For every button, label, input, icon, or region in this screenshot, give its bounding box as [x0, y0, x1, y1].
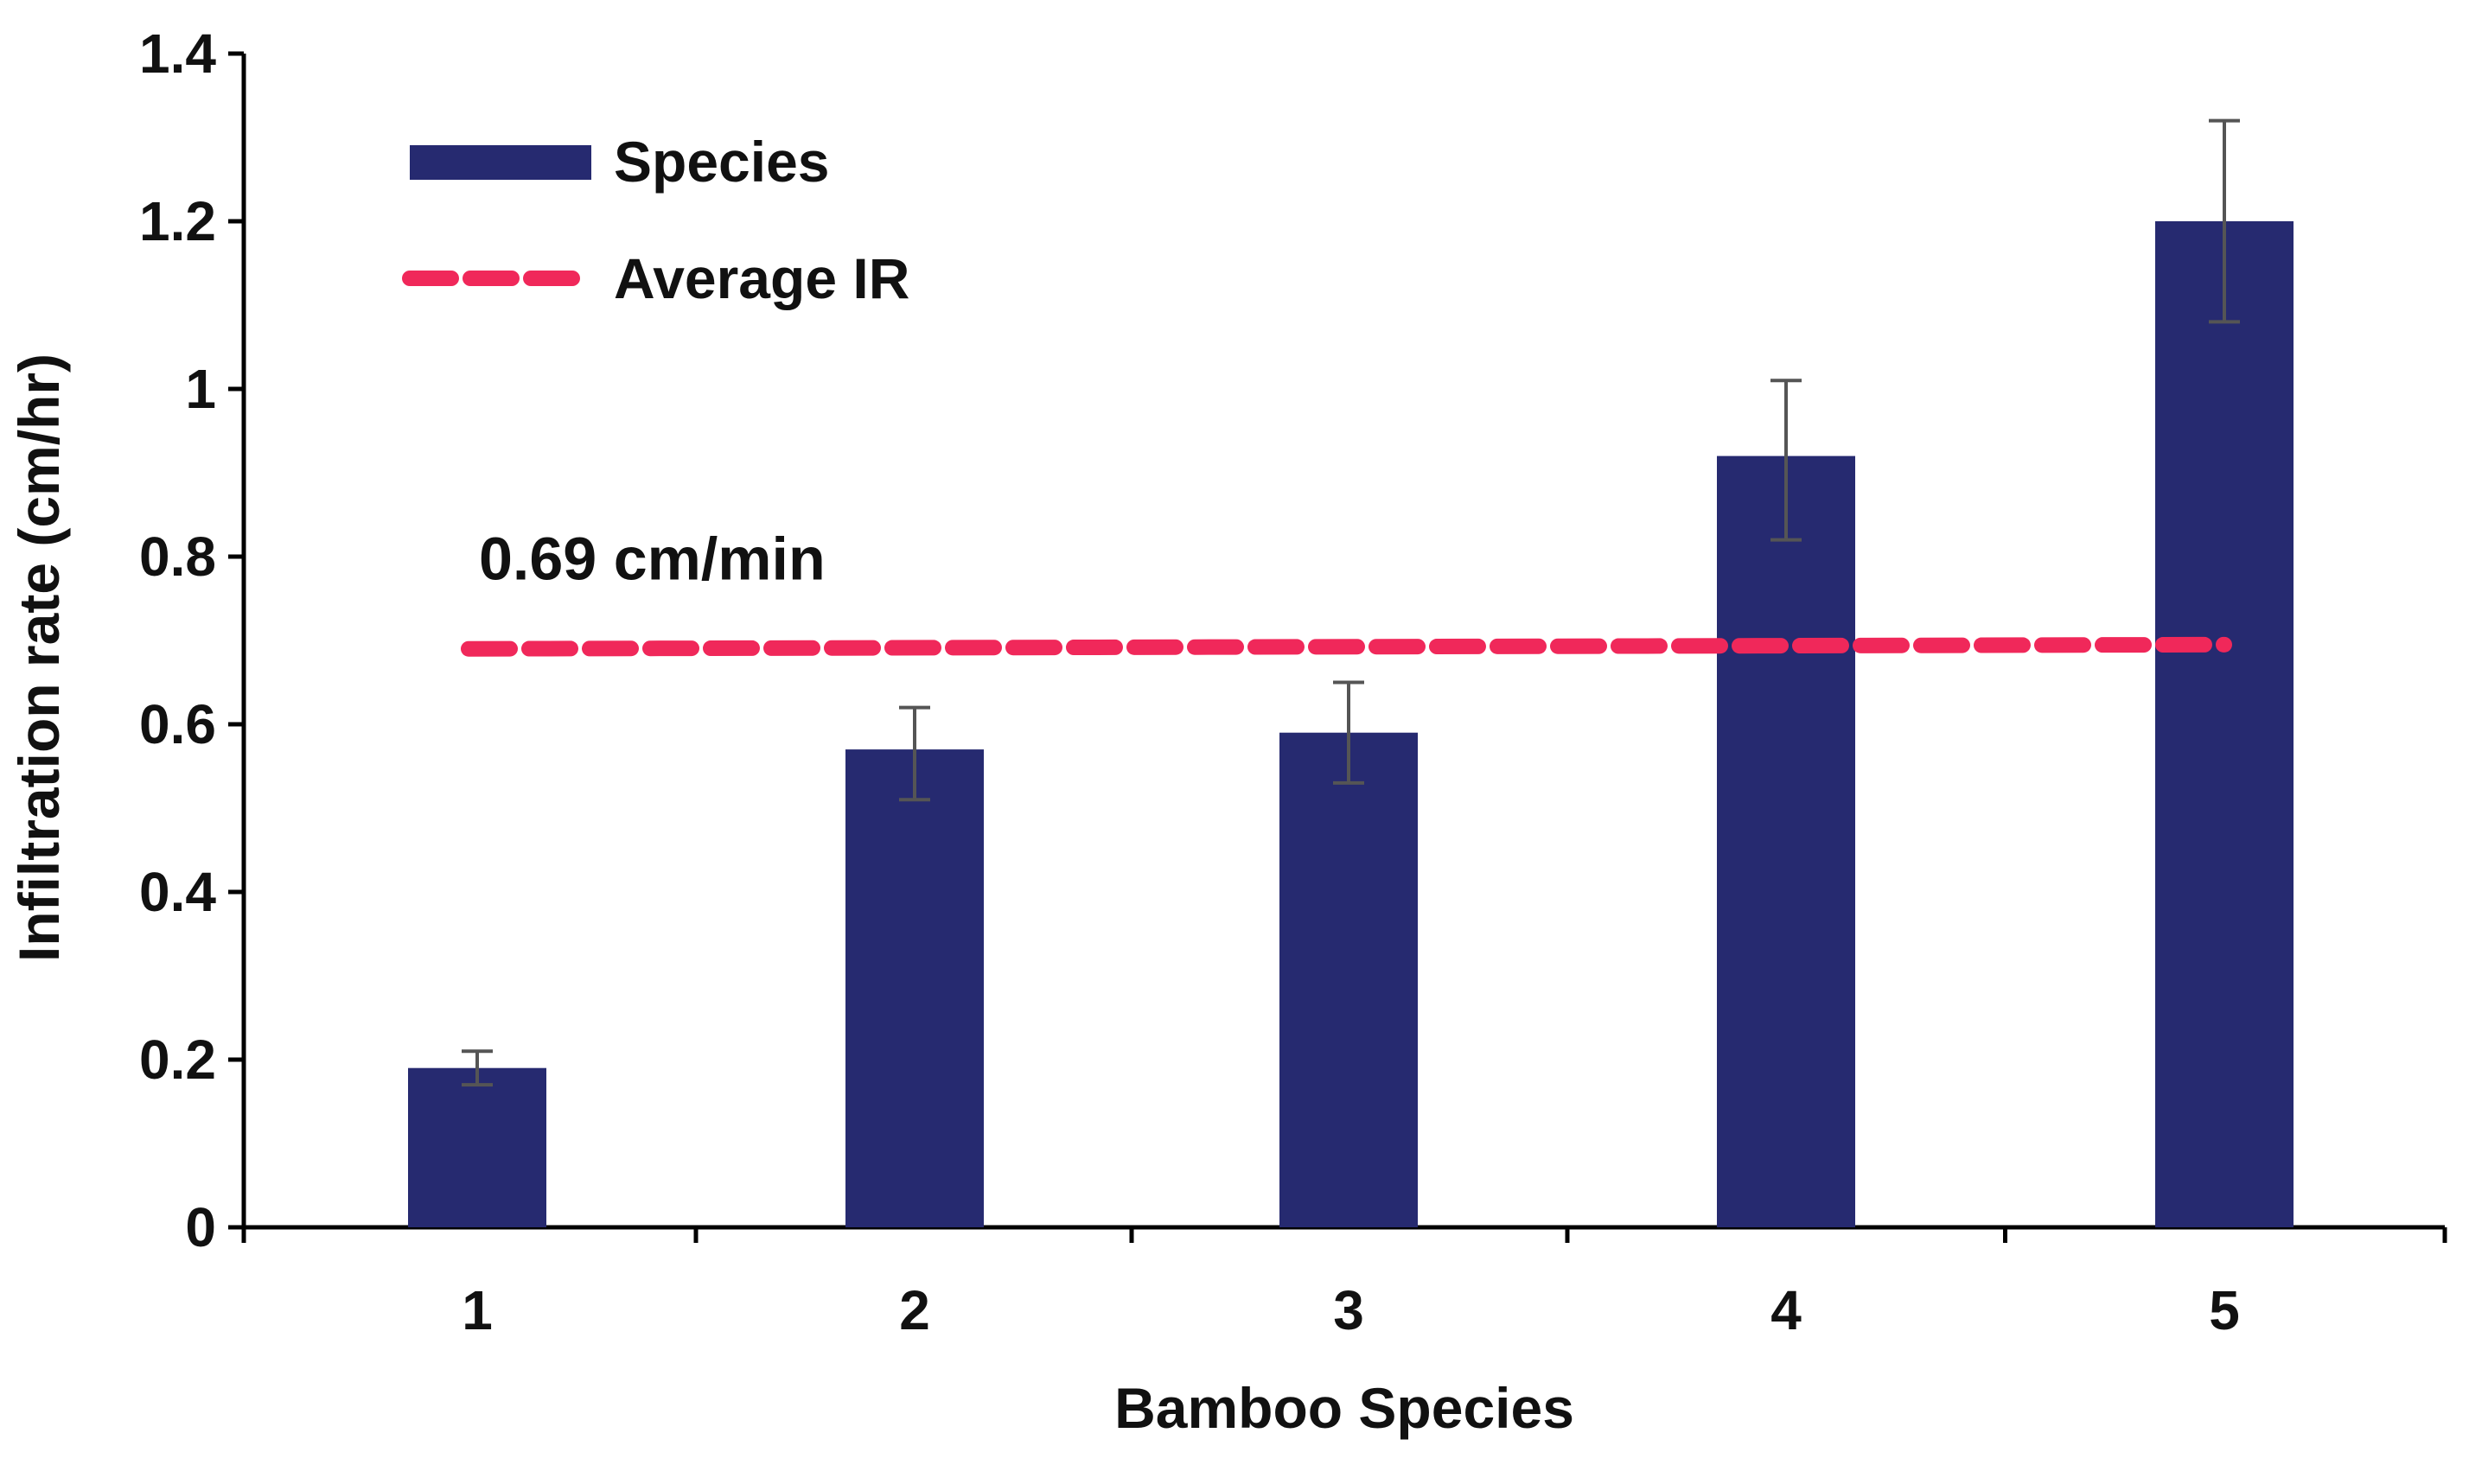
average-line-group: [461, 636, 2232, 657]
legend-label-species: Species: [614, 130, 830, 194]
x-tick-label: 5: [2209, 1279, 2240, 1341]
y-tick-label: 0.6: [139, 693, 216, 755]
legend-swatch-species: [410, 145, 591, 180]
axes: [228, 51, 2447, 1243]
y-axis-title: Infiltration rate (cm/hr): [7, 353, 71, 962]
x-tick-label: 3: [1333, 1279, 1364, 1341]
x-tick-label: 4: [1770, 1279, 1802, 1341]
y-tick-label: 1: [185, 358, 216, 420]
y-tick-label: 0.4: [139, 861, 216, 923]
legend: Species Average IR: [402, 130, 909, 310]
y-tick-label: 1.2: [139, 190, 216, 252]
y-tick-label: 0.2: [139, 1029, 216, 1091]
bar: [1717, 455, 1855, 1227]
bar: [845, 749, 984, 1227]
y-tick-label: 0: [185, 1196, 216, 1258]
x-tick-label: 2: [899, 1279, 930, 1341]
tick-labels: 0 0.2 0.4 0.6 0.8 1 1.2 1.4 1 2 3 4 5: [139, 22, 2240, 1341]
error-bars: [462, 118, 2240, 1087]
y-tick-label: 1.4: [139, 22, 216, 85]
bar: [2155, 221, 2294, 1227]
x-axis-title: Bamboo Species: [1114, 1376, 1574, 1440]
average-annotation: 0.69 cm/min: [479, 525, 826, 593]
y-tick-label: 0.8: [139, 525, 216, 588]
bar: [1279, 732, 1418, 1227]
bars: [408, 221, 2294, 1227]
legend-label-average-ir: Average IR: [614, 246, 909, 310]
x-tick-label: 1: [462, 1279, 493, 1341]
bar: [408, 1067, 546, 1227]
average-ir-line: [461, 636, 2232, 657]
